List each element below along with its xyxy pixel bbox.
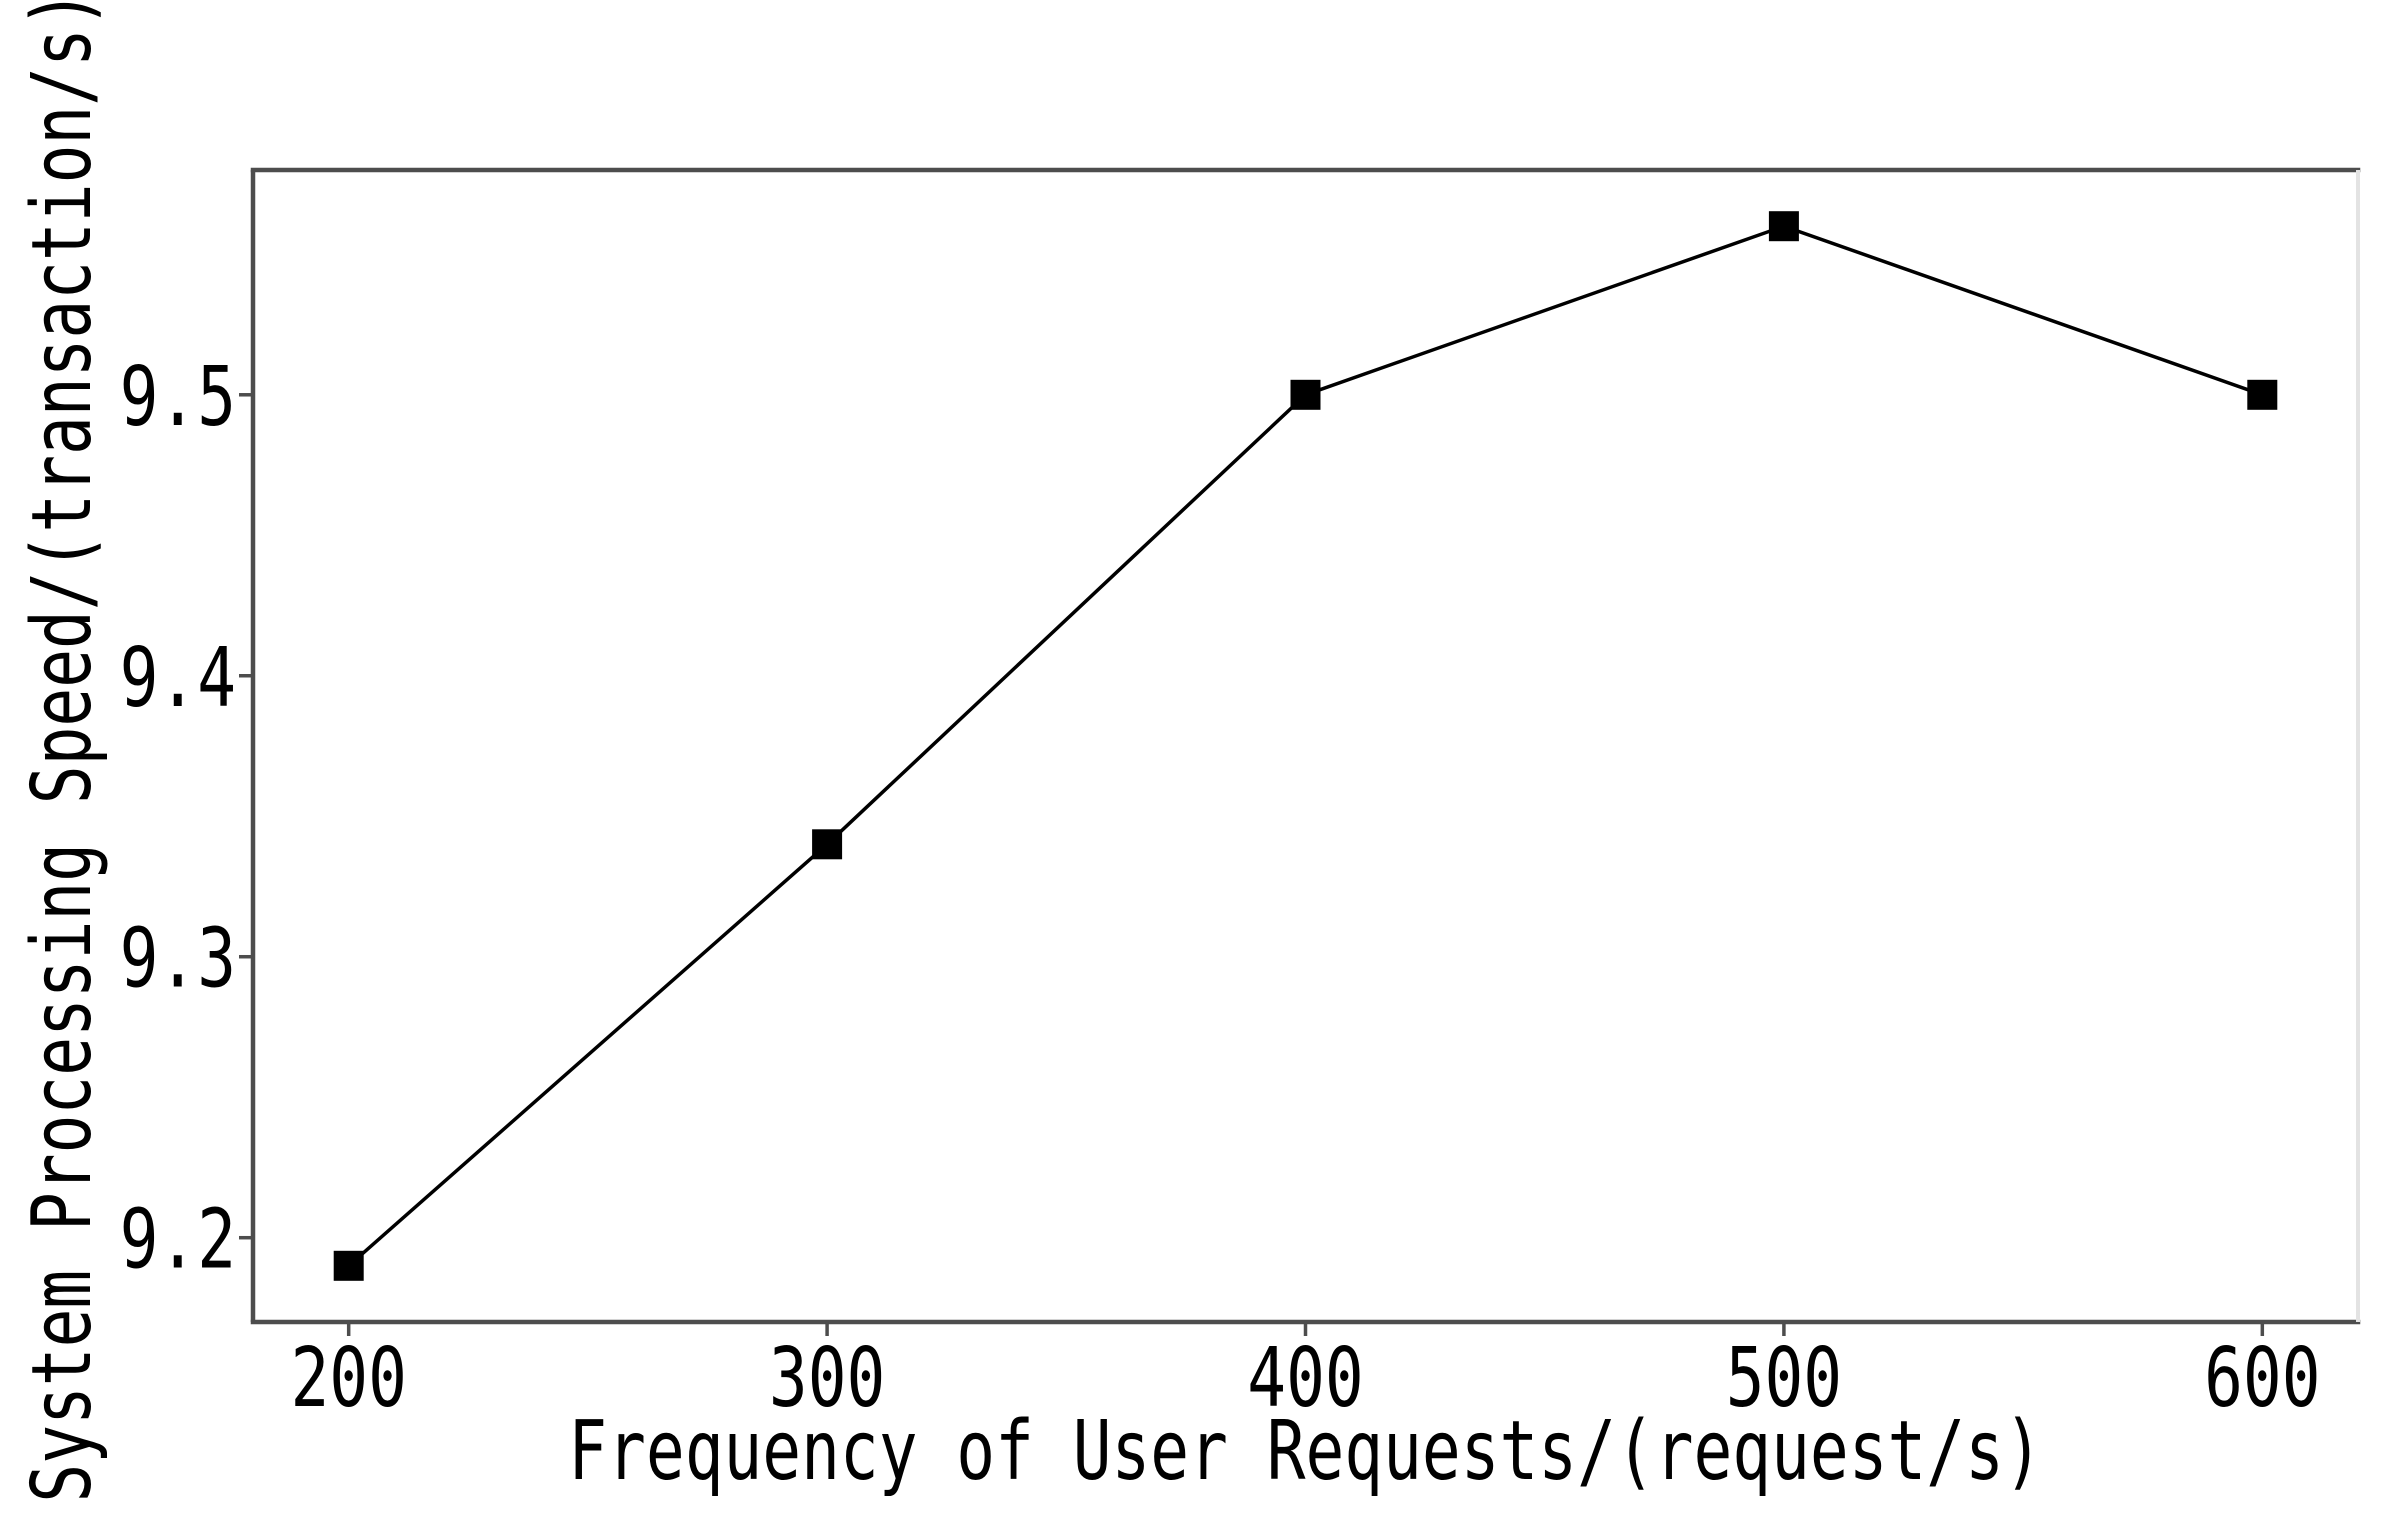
- x-tick-label: 600: [2204, 1331, 2320, 1426]
- y-tick-label: 9.3: [120, 912, 236, 1007]
- plot-frame: [250, 167, 2361, 1325]
- x-tick-label: 400: [1247, 1331, 1363, 1426]
- data-point-marker: [2247, 379, 2278, 410]
- x-axis: 200 300 400 500 600: [290, 1322, 2321, 1426]
- data-point-marker: [1290, 379, 1321, 410]
- data-point-marker: [812, 829, 843, 860]
- y-tick-label: 9.4: [120, 631, 236, 726]
- x-tick-label: 200: [290, 1331, 406, 1426]
- x-tick-label: 500: [1726, 1331, 1842, 1426]
- y-axis: 9.2 9.3 9.4 9.5: [120, 350, 253, 1288]
- data-markers: [333, 211, 2278, 1281]
- x-axis-label: Frequency of User Requests/(request/s): [568, 1404, 2042, 1499]
- y-axis-label: System Processing Speed/(transaction/s): [15, 0, 110, 1503]
- data-point-marker: [1768, 211, 1799, 242]
- x-tick-label: 300: [769, 1331, 885, 1426]
- y-tick-label: 9.2: [120, 1193, 236, 1288]
- y-tick-label: 9.5: [120, 350, 236, 445]
- data-point-marker: [333, 1250, 364, 1281]
